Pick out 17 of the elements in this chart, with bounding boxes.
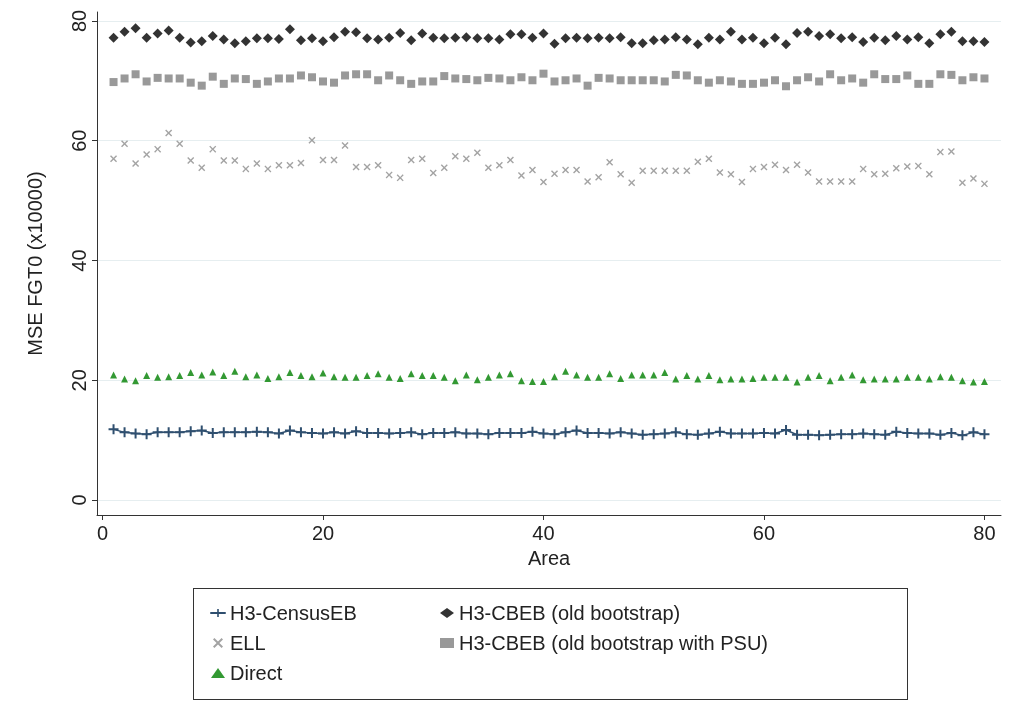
y-tick-label: 80 xyxy=(68,9,90,33)
legend-label: ELL xyxy=(230,632,266,654)
legend-label: Direct xyxy=(230,662,283,684)
y-tick-label: 40 xyxy=(68,249,90,272)
x-tick-label: 60 xyxy=(752,522,776,544)
legend-label: H3-CBEB (old bootstrap) xyxy=(459,602,681,624)
legend-label: H3-CensusEB xyxy=(230,602,357,624)
y-axis-title: MSE FGT0 (x10000) xyxy=(24,171,46,356)
legend-label: H3-CBEB (old bootstrap with PSU) xyxy=(459,632,769,654)
x-tick-label: 20 xyxy=(311,522,335,544)
x-tick-label: 40 xyxy=(532,522,555,544)
x-tick-label: 80 xyxy=(973,522,996,544)
x-tick-label: 0 xyxy=(96,522,109,544)
x-axis-title: Area xyxy=(527,546,571,569)
y-tick-label: 0 xyxy=(68,494,90,506)
y-tick-label: 60 xyxy=(68,129,90,152)
y-tick-label: 20 xyxy=(68,369,90,392)
